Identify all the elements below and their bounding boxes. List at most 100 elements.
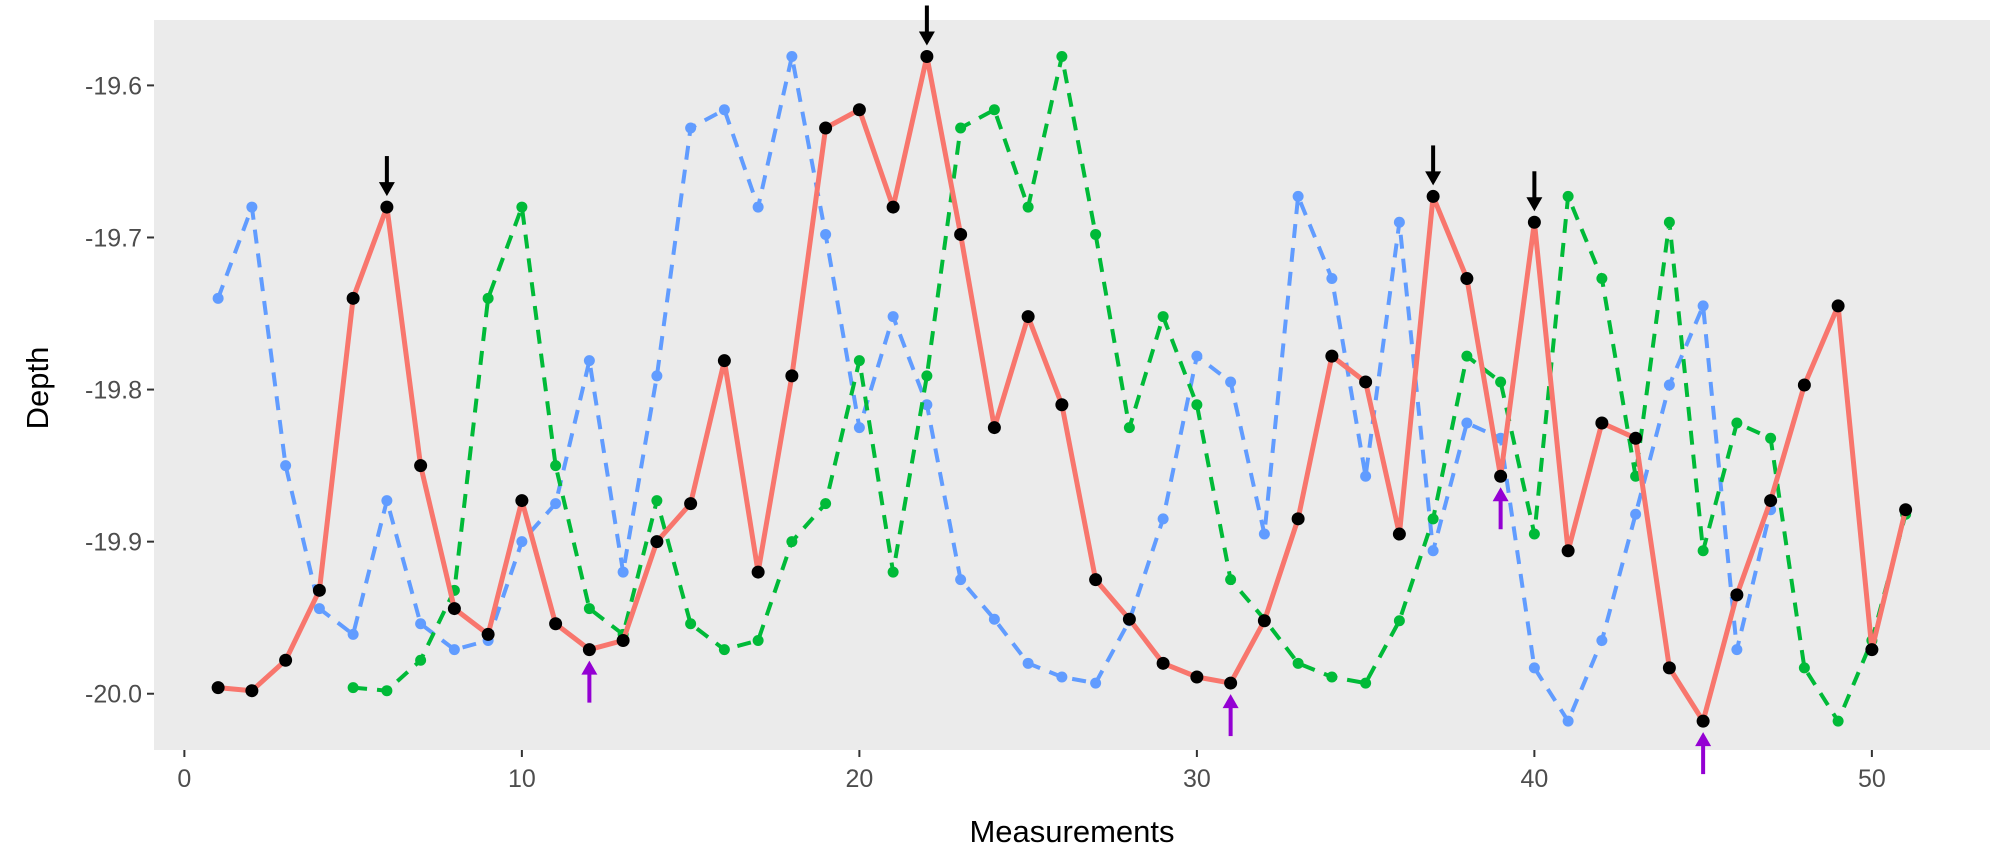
data-point	[1225, 574, 1237, 586]
data-point	[1191, 350, 1203, 362]
data-point	[820, 228, 832, 240]
x-tick-label: 0	[177, 765, 191, 793]
data-point	[1056, 671, 1068, 683]
data-point	[1191, 399, 1203, 411]
data-point	[752, 201, 764, 213]
data-point	[785, 369, 799, 383]
data-point	[583, 603, 595, 615]
x-tick-label: 50	[1858, 765, 1886, 793]
x-tick-label: 10	[508, 765, 536, 793]
data-point	[1089, 573, 1103, 587]
data-point	[1292, 190, 1304, 202]
data-point	[1696, 714, 1710, 728]
data-point	[1157, 311, 1169, 323]
data-point	[651, 495, 663, 507]
y-tick-label: -19.6	[85, 72, 142, 100]
data-point	[685, 618, 697, 630]
data-point	[1393, 615, 1405, 627]
data-point	[1090, 677, 1102, 689]
data-point	[1832, 715, 1844, 727]
data-point	[1359, 375, 1373, 389]
data-point	[921, 399, 933, 411]
data-point	[415, 618, 427, 630]
data-point	[954, 227, 968, 241]
data-point	[1156, 656, 1170, 670]
x-tick-label: 30	[1183, 765, 1211, 793]
data-point	[887, 311, 899, 323]
data-point	[550, 460, 562, 472]
data-point	[582, 643, 596, 657]
data-point	[280, 460, 292, 472]
data-point	[1190, 670, 1204, 684]
data-point	[852, 103, 866, 117]
data-point	[650, 535, 664, 549]
data-point	[1427, 545, 1439, 557]
data-point	[1427, 513, 1439, 525]
data-point	[1326, 671, 1338, 683]
data-point	[481, 627, 495, 641]
data-point	[786, 51, 798, 62]
data-point	[1461, 417, 1473, 429]
data-point	[1326, 273, 1338, 285]
data-point	[819, 121, 833, 135]
data-point	[685, 122, 697, 134]
data-point	[1157, 513, 1169, 525]
data-point	[853, 422, 865, 434]
series-3	[347, 51, 1912, 727]
data-point	[1494, 469, 1508, 483]
x-tick-label: 40	[1520, 765, 1548, 793]
data-point	[380, 200, 394, 214]
data-point	[718, 644, 730, 656]
x-axis: 0 10 20 30 40 50	[177, 750, 1886, 793]
up-arrow-marker	[581, 660, 598, 703]
data-point	[516, 536, 528, 548]
data-point	[1596, 635, 1608, 646]
up-arrow-marker	[1695, 732, 1712, 775]
data-point	[1090, 228, 1102, 240]
down-arrow-marker	[1526, 171, 1543, 212]
down-arrow-marker	[1425, 145, 1442, 186]
data-point	[448, 644, 460, 656]
data-point	[1292, 657, 1304, 669]
x-axis-title: Measurements	[969, 814, 1174, 849]
data-point	[1123, 422, 1135, 434]
data-point	[381, 495, 393, 507]
data-point	[313, 603, 325, 615]
data-point	[550, 498, 562, 510]
data-point	[516, 201, 528, 213]
data-point	[1460, 272, 1474, 286]
plot-panel	[154, 20, 1990, 750]
data-point	[312, 583, 326, 597]
data-point	[1122, 612, 1136, 626]
y-axis: -19.6 -19.7 -19.8 -19.9 -20.0	[85, 72, 154, 709]
data-point	[1663, 216, 1675, 228]
data-point	[1527, 215, 1541, 229]
data-point	[1730, 588, 1744, 602]
data-point	[212, 292, 224, 304]
down-arrow-marker	[918, 5, 935, 46]
data-point	[583, 355, 595, 367]
data-point	[1595, 416, 1609, 430]
data-point	[1662, 661, 1676, 675]
y-tick-label: -19.9	[85, 529, 142, 557]
data-point	[1630, 508, 1642, 520]
data-point	[752, 635, 764, 646]
data-point	[1360, 677, 1372, 689]
data-point	[1663, 379, 1675, 391]
series-layer	[211, 50, 1913, 728]
data-point	[415, 654, 427, 666]
data-point	[853, 355, 865, 367]
data-point	[515, 494, 529, 508]
data-point	[1697, 300, 1709, 312]
data-point	[1022, 657, 1034, 669]
y-tick-label: -19.7	[85, 224, 142, 252]
data-point	[1360, 470, 1372, 482]
data-point	[987, 421, 1001, 435]
data-point	[718, 104, 730, 116]
x-tick-label: 20	[845, 765, 873, 793]
data-point	[1798, 662, 1810, 674]
data-point	[1764, 494, 1778, 508]
data-point	[414, 459, 428, 473]
data-point	[1461, 350, 1473, 362]
data-point	[1021, 310, 1035, 324]
